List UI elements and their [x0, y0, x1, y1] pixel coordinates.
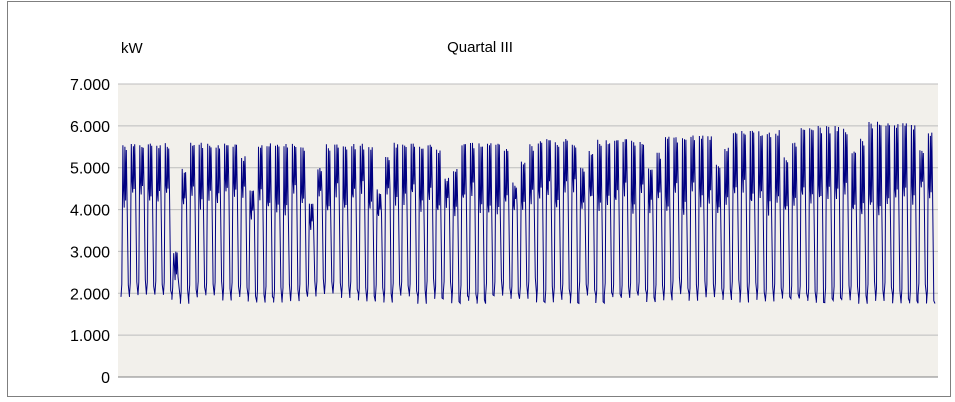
y-axis-unit-label: kW	[121, 40, 144, 57]
y-tick-label: 2.000	[70, 286, 110, 303]
y-tick-label: 5.000	[70, 161, 110, 178]
chart-frame: 0 1.000 2.000 3.000 4.000 5.000 6.000 7.000 kW …	[7, 1, 951, 397]
y-tick-label: 0	[101, 370, 110, 387]
y-tick-label: 3.000	[70, 244, 110, 261]
chart-title: Quartal III	[447, 39, 513, 56]
y-tick-label: 7.000	[70, 77, 110, 94]
y-tick-label: 4.000	[70, 203, 110, 220]
series-line	[120, 121, 936, 305]
y-tick-label: 6.000	[70, 119, 110, 136]
y-tick-label: 1.000	[70, 328, 110, 345]
